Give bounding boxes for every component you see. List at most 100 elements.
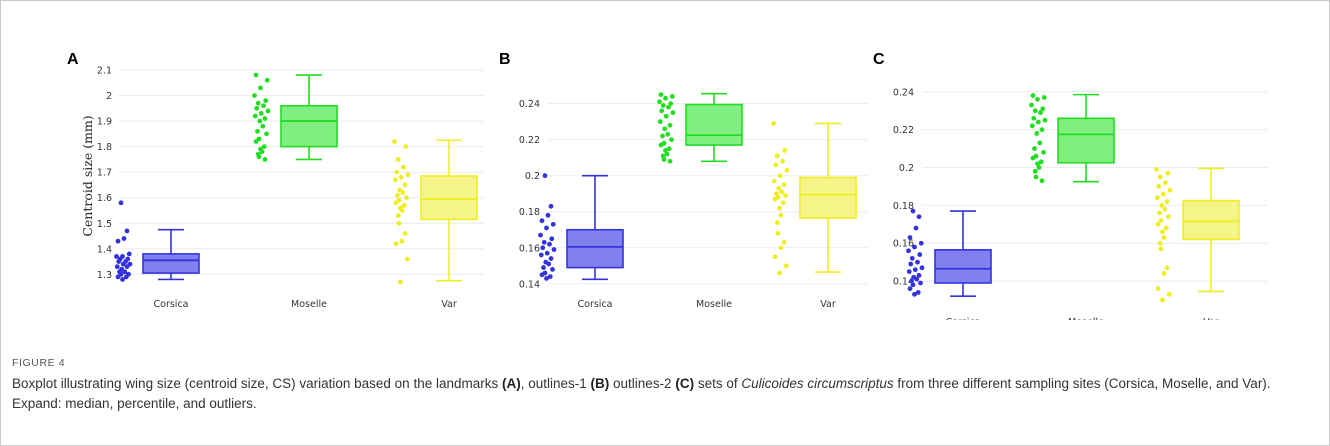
data-point <box>782 148 788 153</box>
data-point <box>666 146 672 152</box>
box-moselle <box>1057 117 1115 164</box>
data-point <box>541 239 547 245</box>
data-point <box>772 254 778 260</box>
data-point <box>115 274 121 280</box>
data-point <box>1033 174 1039 180</box>
data-point <box>402 231 408 236</box>
data-point <box>118 200 124 206</box>
data-point <box>1160 191 1166 197</box>
data-point <box>1038 110 1043 116</box>
data-point <box>255 100 261 106</box>
data-point <box>1156 184 1162 189</box>
data-point <box>405 172 411 178</box>
data-point <box>252 113 258 119</box>
data-point <box>550 266 555 272</box>
data-point <box>659 108 665 114</box>
data-point <box>1160 229 1165 235</box>
data-point <box>1154 166 1159 172</box>
data-point <box>548 203 554 209</box>
data-point <box>404 256 410 262</box>
data-point <box>399 208 405 213</box>
data-point <box>1035 96 1040 102</box>
data-point <box>670 110 676 116</box>
data-point <box>542 173 548 179</box>
data-point <box>253 139 259 144</box>
y-tick-label: 0.14 <box>519 279 540 290</box>
data-point <box>910 208 916 214</box>
data-point <box>122 269 128 275</box>
x-tick-label-var: Var <box>441 299 457 310</box>
data-point <box>394 169 400 175</box>
data-point <box>1032 108 1038 114</box>
data-point <box>918 240 924 246</box>
data-point <box>114 264 120 270</box>
data-point <box>771 121 776 126</box>
data-point <box>257 118 263 124</box>
data-point <box>909 278 914 284</box>
box-var <box>799 176 857 219</box>
x-tick-label-moselle: Moselle <box>696 299 732 310</box>
x-tick-label-corsica: Corsica <box>578 299 613 310</box>
data-point <box>661 157 667 162</box>
data-point <box>261 144 267 150</box>
data-point <box>258 111 264 116</box>
caption-part: outlines-2 <box>609 376 676 391</box>
data-point <box>776 185 782 191</box>
data-point <box>1155 286 1161 292</box>
data-point <box>538 252 544 258</box>
data-point <box>1035 161 1040 167</box>
panel-letter: B <box>499 51 511 68</box>
y-tick-label: 2.1 <box>97 66 112 77</box>
data-point <box>1030 93 1036 98</box>
data-point <box>264 131 269 137</box>
data-point <box>115 238 121 244</box>
data-point <box>778 212 784 218</box>
data-point <box>780 200 786 206</box>
data-point <box>1154 195 1160 201</box>
data-point <box>539 272 545 278</box>
data-point <box>916 272 922 278</box>
data-point <box>395 213 401 218</box>
data-point <box>1164 265 1170 271</box>
data-point <box>777 205 782 211</box>
data-point <box>265 108 271 114</box>
data-point <box>120 261 126 267</box>
data-point <box>1155 221 1161 227</box>
data-point <box>547 241 552 247</box>
box-corsica <box>142 253 200 274</box>
y-tick-label: 0.24 <box>519 99 540 110</box>
data-point <box>258 85 263 91</box>
data-point <box>398 279 403 285</box>
data-point <box>783 263 789 269</box>
data-point <box>252 93 257 98</box>
data-point <box>1040 106 1046 112</box>
data-point <box>1039 178 1045 184</box>
data-point <box>400 190 406 196</box>
data-point <box>1161 235 1167 240</box>
x-tick-label-moselle: Moselle <box>1068 317 1104 320</box>
data-point <box>1158 218 1164 223</box>
y-tick-label: 0.16 <box>519 243 540 254</box>
data-point <box>262 156 268 162</box>
data-point <box>913 225 919 231</box>
boxplot-figure: A 1.3 1.4 1.5 1.6 1.7 1.8 1.9 2 2.1 Centroid size … <box>67 51 1268 320</box>
data-point <box>263 98 269 104</box>
data-point <box>916 214 922 220</box>
data-point <box>1166 214 1171 220</box>
caption-part: Boxplot illustrating wing size (centroid… <box>12 376 502 391</box>
caption-text: Boxplot illustrating wing size (centroid… <box>12 374 1312 414</box>
data-point <box>395 192 400 198</box>
data-point <box>668 101 674 107</box>
caption-part: sets of <box>694 376 742 391</box>
chart-panel-c: C 0.14 0.16 0.18 0.2 0.22 0.24 Corsica Moselle Va… <box>873 51 1268 320</box>
panel-letter: A <box>67 51 79 68</box>
figure-caption: FIGURE 4 Boxplot illustrating wing size … <box>12 357 1312 414</box>
y-tick-label: 0.2 <box>899 163 914 174</box>
y-tick-label: 1.4 <box>97 244 112 255</box>
y-tick-label: 0.18 <box>519 207 540 218</box>
data-point <box>906 269 912 275</box>
data-point <box>666 104 671 110</box>
data-point <box>664 151 670 157</box>
data-point <box>1166 291 1172 297</box>
data-point <box>658 92 664 98</box>
